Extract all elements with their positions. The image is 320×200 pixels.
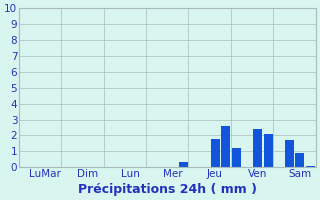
X-axis label: Précipitations 24h ( mm ): Précipitations 24h ( mm ) — [78, 183, 257, 196]
Bar — [232, 148, 241, 167]
Bar — [221, 126, 230, 167]
Bar — [306, 166, 315, 167]
Bar — [295, 153, 304, 167]
Bar — [264, 134, 273, 167]
Bar — [179, 162, 188, 167]
Bar — [211, 139, 220, 167]
Bar — [285, 140, 294, 167]
Bar — [253, 129, 262, 167]
